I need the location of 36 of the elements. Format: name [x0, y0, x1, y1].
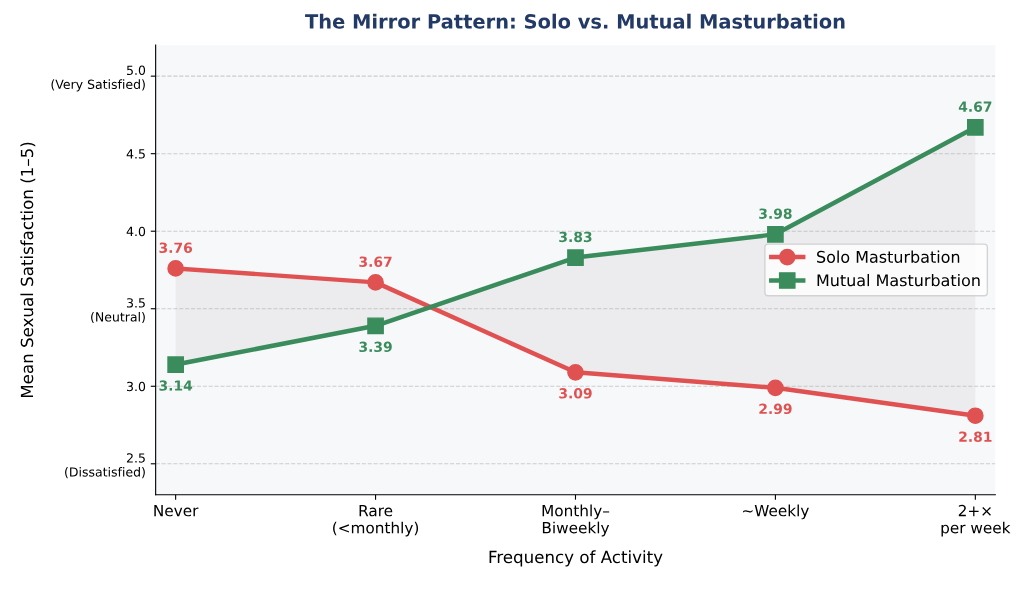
point: [367, 317, 384, 335]
y-tick-label: 5.0 (Very Satisfied): [51, 65, 146, 92]
data-label: 3.39: [359, 341, 392, 353]
point: [167, 356, 184, 373]
data-label: 2.99: [759, 403, 792, 415]
point: [767, 225, 784, 243]
data-label: 3.76: [159, 242, 193, 254]
y-tick-label: 4.0: [126, 226, 146, 237]
point: [767, 379, 784, 397]
point: [567, 249, 584, 266]
data-label: 3.98: [759, 208, 792, 219]
data-label: 3.09: [559, 388, 592, 399]
point: [167, 260, 184, 277]
y-tick-label: 2.5 (Dissatisfied): [65, 453, 145, 479]
point: [967, 118, 984, 136]
data-label: 3.14: [159, 380, 193, 391]
x-tick-label: Monthly– Biweekly: [542, 504, 610, 537]
legend-label: Mutual Masturbation: [817, 273, 980, 287]
y-tick-label: 4.5: [126, 149, 145, 159]
point: [367, 274, 384, 291]
legend-label: Solo Masturbation: [817, 250, 960, 263]
y-axis-title: Mean Sexual Satisfaction (1–5): [20, 142, 36, 398]
x-axis-title: Frequency of Activity: [489, 550, 663, 567]
data-label: 4.67: [958, 101, 992, 112]
chart-title: The Mirror Pattern: Solo vs. Mutual Masturbation: [305, 13, 845, 29]
point: [967, 407, 984, 425]
data-label: 3.83: [559, 231, 592, 243]
x-tick-label: Rare (<monthly): [333, 504, 419, 537]
x-tick-label: ~Weekly: [743, 504, 809, 520]
x-tick-label: 2+× per week: [941, 504, 1011, 537]
y-tick-label: 3.0: [127, 381, 146, 392]
y-tick-label: 3.5 (Neutral): [91, 298, 145, 324]
data-label: 3.67: [359, 256, 392, 267]
x-tick-label: Never: [154, 504, 199, 517]
data-label: 2.81: [959, 431, 992, 442]
point: [567, 363, 584, 381]
